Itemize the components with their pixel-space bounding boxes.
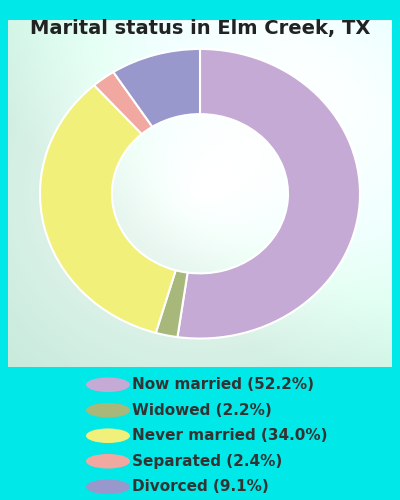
Text: Now married (52.2%): Now married (52.2%) xyxy=(132,377,314,392)
Text: Widowed (2.2%): Widowed (2.2%) xyxy=(132,402,272,417)
Wedge shape xyxy=(94,72,152,134)
Wedge shape xyxy=(178,49,360,339)
Wedge shape xyxy=(113,49,200,127)
Wedge shape xyxy=(40,85,176,333)
Text: Marital status in Elm Creek, TX: Marital status in Elm Creek, TX xyxy=(30,19,370,38)
Circle shape xyxy=(86,378,130,392)
Circle shape xyxy=(86,403,130,417)
Wedge shape xyxy=(156,270,188,337)
Text: Divorced (9.1%): Divorced (9.1%) xyxy=(132,479,269,494)
Text: Separated (2.4%): Separated (2.4%) xyxy=(132,454,282,468)
Circle shape xyxy=(86,454,130,468)
Circle shape xyxy=(86,428,130,443)
Text: Never married (34.0%): Never married (34.0%) xyxy=(132,428,328,443)
Circle shape xyxy=(86,480,130,494)
